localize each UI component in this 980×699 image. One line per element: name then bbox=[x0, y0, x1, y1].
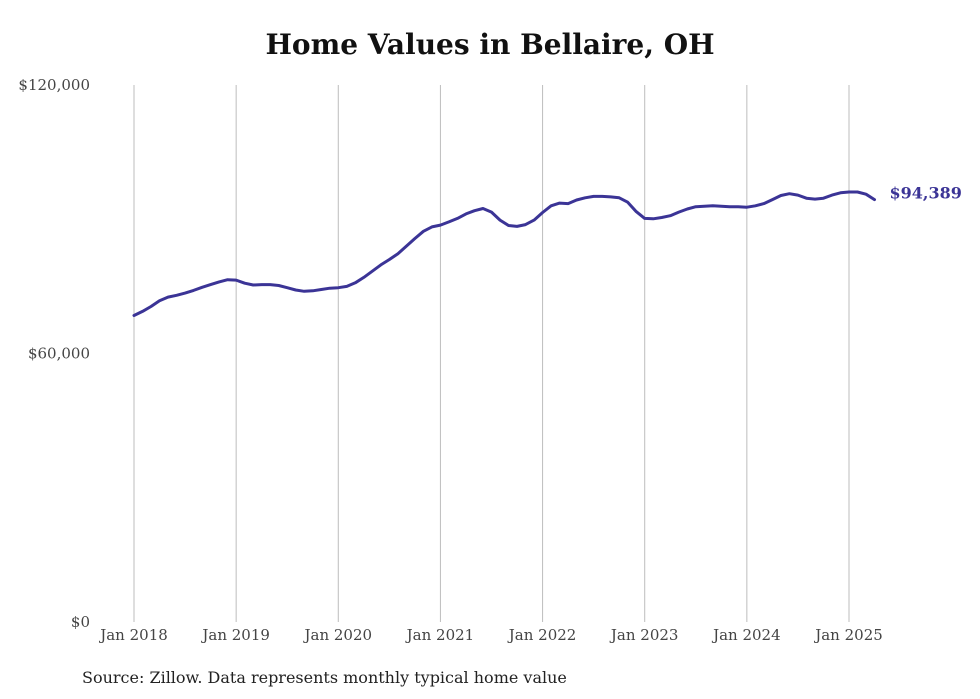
y-tick-label: $60,000 bbox=[28, 345, 90, 363]
x-tick-label: Jan 2021 bbox=[405, 626, 475, 644]
x-axis-ticks: Jan 2018 Jan 2019 Jan 2020 Jan 2021 Jan 2022… bbox=[98, 626, 883, 644]
x-tick-label: Jan 2023 bbox=[609, 626, 679, 644]
series-line bbox=[132, 190, 876, 317]
x-tick-label: Jan 2024 bbox=[711, 626, 781, 644]
series bbox=[132, 190, 876, 317]
y-tick-label: $120,000 bbox=[18, 76, 90, 94]
x-tick-label: Jan 2022 bbox=[507, 626, 577, 644]
chart-title: Home Values in Bellaire, OH bbox=[265, 28, 715, 61]
y-tick-label: $0 bbox=[71, 613, 90, 631]
x-tick-label: Jan 2020 bbox=[303, 626, 373, 644]
end-value-labels: $94,389 bbox=[890, 184, 962, 203]
x-tick-label: Jan 2025 bbox=[813, 626, 883, 644]
source-note: Source: Zillow. Data represents monthly … bbox=[82, 668, 567, 687]
x-tick-label: Jan 2018 bbox=[98, 626, 168, 644]
y-axis-ticks: $0 $60,000 $120,000 bbox=[18, 76, 90, 631]
end-value-label: $94,389 bbox=[890, 184, 962, 203]
grid-lines bbox=[133, 85, 850, 622]
x-tick-label: Jan 2019 bbox=[200, 626, 270, 644]
